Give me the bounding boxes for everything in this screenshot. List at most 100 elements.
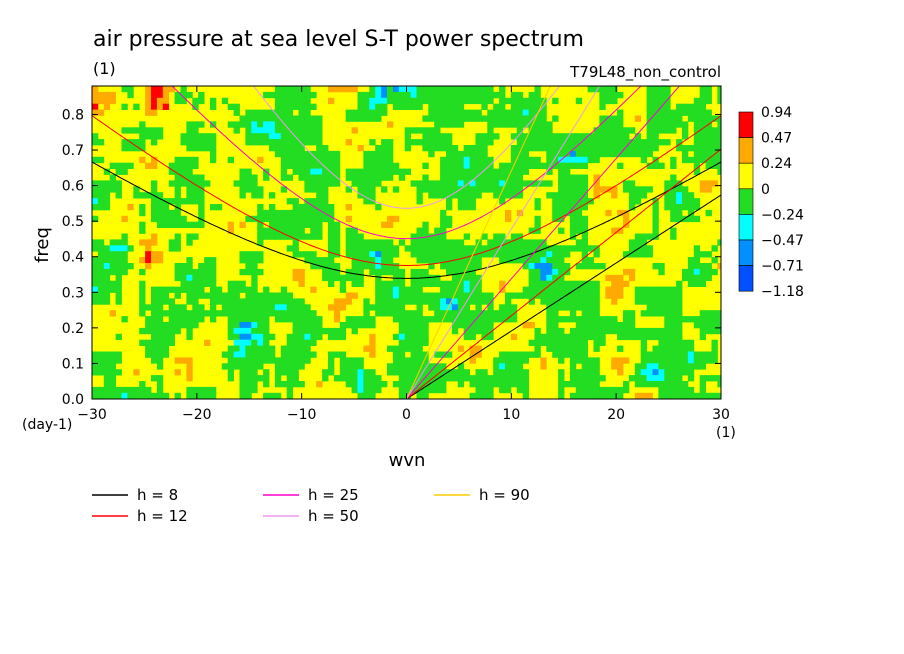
- heatmap-cell: [251, 121, 258, 128]
- heatmap-cell: [168, 209, 175, 217]
- heatmap-cell: [670, 286, 677, 293]
- heatmap-cell: [611, 121, 618, 128]
- heatmap-cell: [322, 192, 329, 199]
- heatmap-cell: [422, 292, 429, 299]
- heatmap-cell: [493, 251, 500, 258]
- heatmap-cell: [499, 257, 506, 264]
- heatmap-cell: [151, 310, 158, 317]
- heatmap-cell: [245, 345, 252, 352]
- heatmap-cell: [292, 204, 299, 211]
- heatmap-cell: [646, 127, 653, 134]
- heatmap-cell: [705, 109, 712, 116]
- heatmap-cell: [640, 245, 647, 252]
- heatmap-cell: [717, 127, 721, 134]
- heatmap-cell: [151, 333, 158, 341]
- heatmap-cell: [174, 263, 181, 270]
- heatmap-cell: [505, 292, 512, 299]
- heatmap-cell: [569, 304, 577, 311]
- heatmap-cell: [304, 327, 311, 335]
- heatmap-cell: [587, 392, 594, 399]
- heatmap-cell: [174, 304, 181, 311]
- heatmap-cell: [440, 221, 447, 228]
- heatmap-cell: [121, 245, 128, 252]
- heatmap-cell: [475, 327, 482, 335]
- heatmap-cell: [428, 86, 435, 93]
- heatmap-cell: [103, 251, 111, 258]
- heatmap-cell: [540, 339, 547, 346]
- heatmap-cell: [640, 363, 647, 370]
- heatmap-cell: [510, 91, 518, 99]
- heatmap-cell: [558, 204, 565, 211]
- heatmap-cell: [516, 192, 524, 199]
- heatmap-cell: [552, 145, 559, 152]
- heatmap-cell: [569, 180, 577, 187]
- heatmap-cell: [658, 310, 665, 317]
- heatmap-cell: [469, 274, 476, 282]
- heatmap-cell: [451, 174, 459, 181]
- heatmap-cell: [97, 351, 105, 358]
- heatmap-cell: [552, 156, 559, 164]
- heatmap-cell: [493, 363, 500, 370]
- heatmap-cell: [552, 327, 559, 335]
- heatmap-cell: [269, 292, 276, 299]
- heatmap-cell: [180, 286, 187, 293]
- heatmap-cell: [516, 156, 524, 164]
- heatmap-cell: [221, 304, 229, 311]
- heatmap-cell: [428, 298, 435, 305]
- heatmap-cell: [398, 316, 406, 323]
- heatmap-cell: [599, 139, 606, 146]
- heatmap-cell: [475, 310, 482, 317]
- heatmap-cell: [611, 386, 618, 394]
- heatmap-cell: [227, 351, 234, 358]
- heatmap-cell: [151, 304, 158, 311]
- heatmap-cell: [558, 180, 565, 187]
- heatmap-cell: [440, 298, 447, 305]
- heatmap-cell: [416, 97, 423, 105]
- heatmap-cell: [564, 316, 571, 323]
- heatmap-cell: [162, 204, 170, 211]
- heatmap-cell: [245, 351, 252, 358]
- heatmap-cell: [487, 127, 494, 134]
- heatmap-cell: [398, 239, 406, 246]
- heatmap-cell: [292, 268, 299, 276]
- heatmap-cell: [180, 168, 187, 175]
- heatmap-cell: [652, 363, 659, 370]
- heatmap-cell: [333, 233, 341, 240]
- heatmap-cell: [192, 186, 199, 193]
- heatmap-cell: [174, 398, 181, 399]
- heatmap-cell: [457, 168, 465, 175]
- heatmap-cell: [198, 286, 205, 293]
- heatmap-cell: [357, 109, 364, 116]
- heatmap-cell: [605, 398, 612, 399]
- heatmap-cell: [451, 310, 459, 317]
- heatmap-cell: [446, 174, 453, 181]
- heatmap-cell: [652, 145, 659, 152]
- heatmap-cell: [463, 274, 470, 282]
- colorbar-swatch: [738, 162, 754, 190]
- heatmap-cell: [333, 268, 341, 276]
- heatmap-cell: [682, 150, 689, 158]
- heatmap-cell: [693, 121, 701, 128]
- heatmap-cell: [263, 292, 270, 299]
- heatmap-cell: [670, 327, 677, 335]
- heatmap-cell: [528, 322, 535, 329]
- heatmap-cell: [156, 327, 164, 335]
- colorbar-swatch: [738, 111, 754, 138]
- heatmap-cell: [693, 139, 701, 146]
- heatmap-cell: [587, 333, 594, 341]
- heatmap-cell: [428, 239, 435, 246]
- heatmap-cell: [499, 91, 506, 99]
- heatmap-cell: [227, 363, 234, 370]
- heatmap-cell: [127, 204, 134, 211]
- heatmap-cell: [451, 292, 459, 299]
- heatmap-cell: [410, 327, 417, 335]
- heatmap-cell: [528, 97, 535, 105]
- heatmap-cell: [174, 292, 181, 299]
- heatmap-cell: [145, 245, 152, 252]
- heatmap-cell: [569, 215, 577, 223]
- heatmap-cell: [310, 227, 317, 234]
- heatmap-cell: [634, 198, 642, 205]
- heatmap-cell: [564, 298, 571, 305]
- heatmap-cell: [345, 363, 352, 370]
- heatmap-cell: [469, 310, 476, 317]
